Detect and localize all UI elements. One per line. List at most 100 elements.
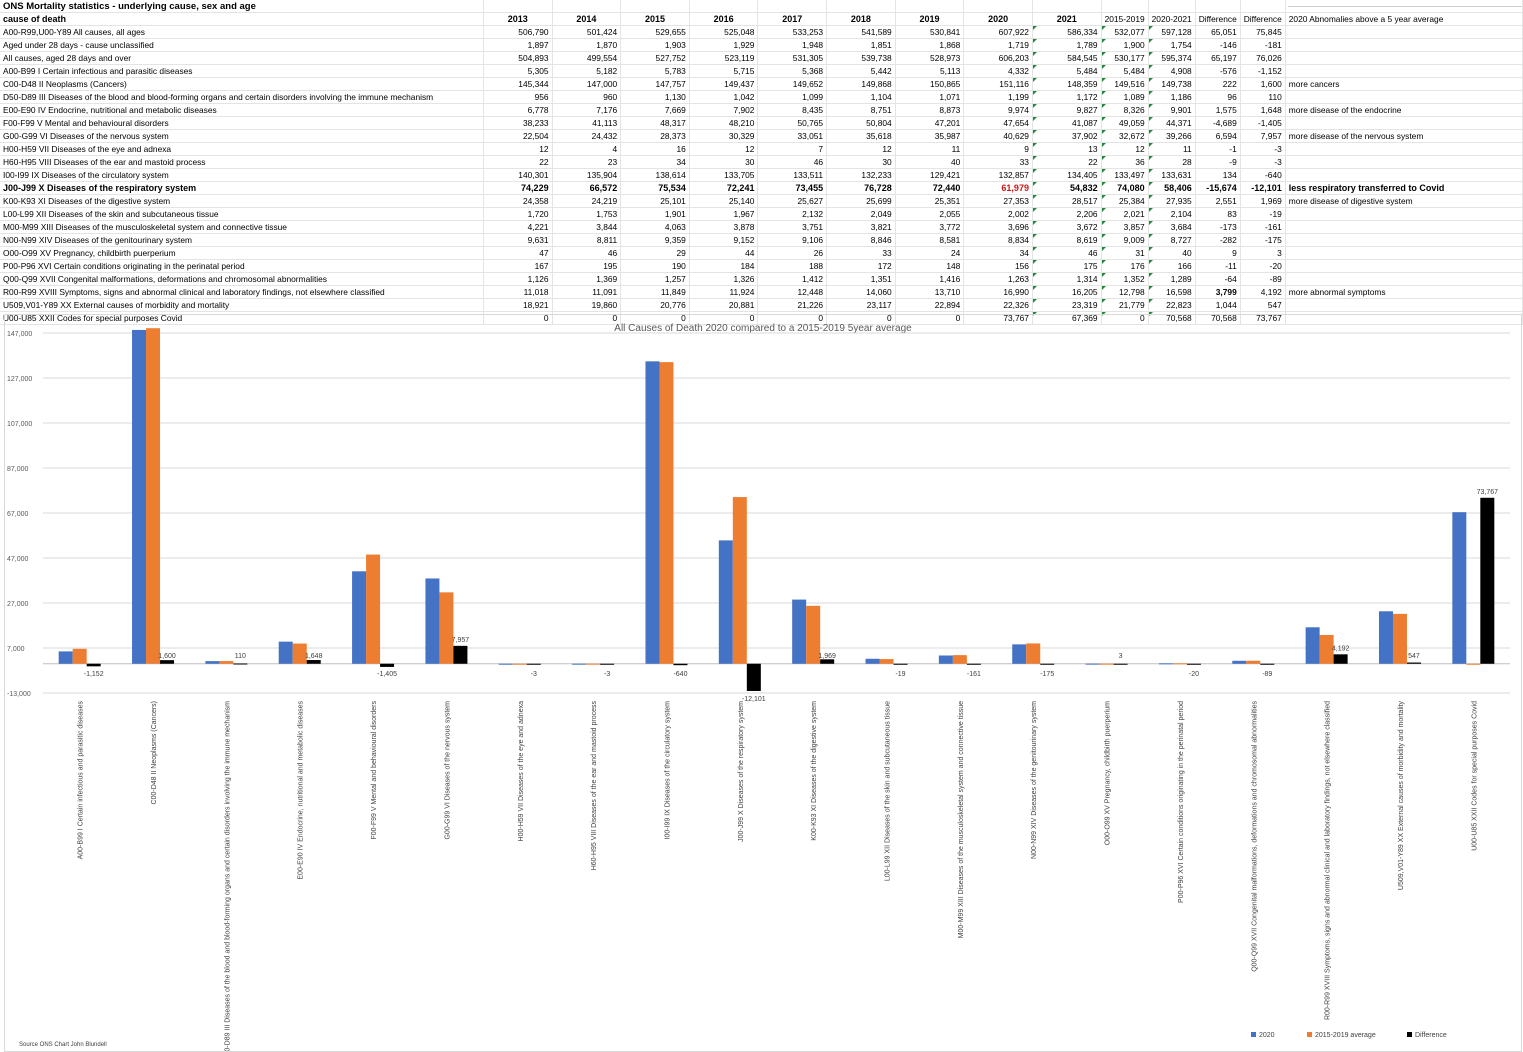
- cell-year-value[interactable]: 46: [757, 155, 828, 169]
- cell-year-value[interactable]: 5,484: [1032, 64, 1102, 78]
- bar-chart[interactable]: All Causes of Death 2020 compared to a 2…: [4, 314, 1522, 1052]
- cell-year-value[interactable]: 25,699: [826, 194, 896, 208]
- cell-note[interactable]: [1285, 25, 1523, 39]
- cell-year-value[interactable]: 9,152: [689, 233, 759, 247]
- cell-avg-2020-2021[interactable]: 11: [1148, 142, 1196, 156]
- cell-year-value[interactable]: 607,922: [963, 25, 1033, 39]
- cell-year-value[interactable]: 25,627: [757, 194, 828, 208]
- cell-year-value[interactable]: 21,226: [757, 298, 828, 312]
- header-abnormalities-note[interactable]: 2020 Abnomalies above a 5 year average: [1285, 12, 1523, 26]
- row-label[interactable]: U509,V01-Y89 XX External causes of morbi…: [0, 298, 484, 312]
- cell-year-value[interactable]: 149,868: [826, 77, 896, 91]
- cell-year-value[interactable]: 148,359: [1032, 77, 1102, 91]
- cell-year-value[interactable]: 24,358: [483, 194, 553, 208]
- cell-year-value[interactable]: 74,229: [483, 181, 553, 195]
- cell-difference[interactable]: 65,197: [1195, 51, 1241, 65]
- cell-year-value[interactable]: 40: [895, 155, 965, 169]
- row-label[interactable]: C00-D48 II Neoplasms (Cancers): [0, 77, 484, 91]
- cell-year-value[interactable]: 7,176: [552, 103, 622, 117]
- cell-note[interactable]: [1285, 298, 1523, 312]
- row-label[interactable]: H60-H95 VIII Diseases of the ear and mas…: [0, 155, 484, 169]
- cell-difference[interactable]: -4,689: [1195, 116, 1241, 130]
- cell-year-value[interactable]: 11,924: [689, 285, 759, 299]
- cell-year-value[interactable]: 14,060: [826, 285, 896, 299]
- cell-avg-2020-2021[interactable]: 40: [1148, 246, 1196, 260]
- cell-difference-2020[interactable]: 1,969: [1240, 194, 1286, 208]
- cell-year-value[interactable]: 22,504: [483, 129, 553, 143]
- cell-avg-2015-2019[interactable]: 3,857: [1101, 220, 1149, 234]
- cell-year-value[interactable]: 26: [757, 246, 828, 260]
- cell-year-value[interactable]: 167: [483, 259, 553, 273]
- cell-year-value[interactable]: 30: [826, 155, 896, 169]
- table-row[interactable]: Q00-Q99 XVII Congenital malformations, d…: [0, 272, 1523, 286]
- cell-year-value[interactable]: 133,511: [757, 168, 828, 182]
- cell-difference[interactable]: -9: [1195, 155, 1241, 169]
- cell-year-value[interactable]: 38,233: [483, 116, 553, 130]
- cell-avg-2020-2021[interactable]: 2,104: [1148, 207, 1196, 221]
- cell-year-value[interactable]: 525,048: [689, 25, 759, 39]
- header-cause-of-death[interactable]: cause of death: [0, 12, 484, 26]
- cell-avg-2015-2019[interactable]: 8,326: [1101, 103, 1149, 117]
- cell-avg-2015-2019[interactable]: 12: [1101, 142, 1149, 156]
- cell-year-value[interactable]: 8,435: [757, 103, 828, 117]
- cell-note[interactable]: [1285, 142, 1523, 156]
- table-row[interactable]: R00-R99 XVIII Symptoms, signs and abnorm…: [0, 285, 1523, 299]
- cell-difference-2020[interactable]: 1,648: [1240, 103, 1286, 117]
- cell-year-value[interactable]: 13,710: [895, 285, 965, 299]
- header-year[interactable]: 2016: [689, 12, 759, 26]
- cell-avg-2020-2021[interactable]: 27,935: [1148, 194, 1196, 208]
- cell-year-value[interactable]: 12: [483, 142, 553, 156]
- row-label[interactable]: A00-R99,U00-Y89 All causes, all ages: [0, 25, 484, 39]
- cell-note[interactable]: [1285, 272, 1523, 286]
- cell-year-value[interactable]: 33: [826, 246, 896, 260]
- cell-year-value[interactable]: 1,720: [483, 207, 553, 221]
- cell-avg-2020-2021[interactable]: 8,727: [1148, 233, 1196, 247]
- cell-avg-2020-2021[interactable]: 39,266: [1148, 129, 1196, 143]
- cell-difference-2020[interactable]: -3: [1240, 142, 1286, 156]
- cell-year-value[interactable]: 156: [963, 259, 1033, 273]
- cell-difference-2020[interactable]: -19: [1240, 207, 1286, 221]
- cell-avg-2015-2019[interactable]: 5,484: [1101, 64, 1149, 78]
- cell-year-value[interactable]: 7,902: [689, 103, 759, 117]
- cell-year-value[interactable]: 504,893: [483, 51, 553, 65]
- cell-year-value[interactable]: 1,314: [1032, 272, 1102, 286]
- cell-year-value[interactable]: 129,421: [895, 168, 965, 182]
- cell-year-value[interactable]: 956: [483, 90, 553, 104]
- cell-year-value[interactable]: 9,359: [620, 233, 690, 247]
- cell-year-value[interactable]: 151,116: [963, 77, 1033, 91]
- cell-year-value[interactable]: 5,715: [689, 64, 759, 78]
- cell-avg-2015-2019[interactable]: 25,384: [1101, 194, 1149, 208]
- cell-year-value[interactable]: 133,705: [689, 168, 759, 182]
- cell-year-value[interactable]: 533,253: [757, 25, 828, 39]
- row-label[interactable]: L00-L99 XII Diseases of the skin and sub…: [0, 207, 484, 221]
- cell-difference-2020[interactable]: -20: [1240, 259, 1286, 273]
- cell-avg-2020-2021[interactable]: 1,289: [1148, 272, 1196, 286]
- cell-difference-2020[interactable]: -161: [1240, 220, 1286, 234]
- cell-year-value[interactable]: 1,130: [620, 90, 690, 104]
- table-row[interactable]: G00-G99 VI Diseases of the nervous syste…: [0, 129, 1523, 143]
- cell-difference[interactable]: 222: [1195, 77, 1241, 91]
- row-label[interactable]: P00-P96 XVI Certain conditions originati…: [0, 259, 484, 273]
- cell-year-value[interactable]: 66,572: [552, 181, 622, 195]
- cell-avg-2015-2019[interactable]: 12,798: [1101, 285, 1149, 299]
- cell-difference-2020[interactable]: 1,600: [1240, 77, 1286, 91]
- row-label[interactable]: R00-R99 XVIII Symptoms, signs and abnorm…: [0, 285, 484, 299]
- cell-difference[interactable]: 96: [1195, 90, 1241, 104]
- cell-year-value[interactable]: 34: [963, 246, 1033, 260]
- cell-year-value[interactable]: 22,894: [895, 298, 965, 312]
- table-row[interactable]: D50-D89 III Diseases of the blood and bl…: [0, 90, 1523, 104]
- cell-year-value[interactable]: 23: [552, 155, 622, 169]
- cell-difference[interactable]: -64: [1195, 272, 1241, 286]
- cell-difference-2020[interactable]: 3: [1240, 246, 1286, 260]
- cell-year-value[interactable]: 149,437: [689, 77, 759, 91]
- cell-year-value[interactable]: 22: [483, 155, 553, 169]
- cell-difference-2020[interactable]: -1,152: [1240, 64, 1286, 78]
- cell-difference[interactable]: -146: [1195, 38, 1241, 52]
- cell-note[interactable]: [1285, 168, 1523, 182]
- header-difference[interactable]: Difference: [1240, 12, 1286, 26]
- cell-year-value[interactable]: 24: [895, 246, 965, 260]
- cell-year-value[interactable]: 11,018: [483, 285, 553, 299]
- cell-year-value[interactable]: 499,554: [552, 51, 622, 65]
- cell-avg-2015-2019[interactable]: 31: [1101, 246, 1149, 260]
- table-row[interactable]: F00-F99 V Mental and behavioural disorde…: [0, 116, 1523, 130]
